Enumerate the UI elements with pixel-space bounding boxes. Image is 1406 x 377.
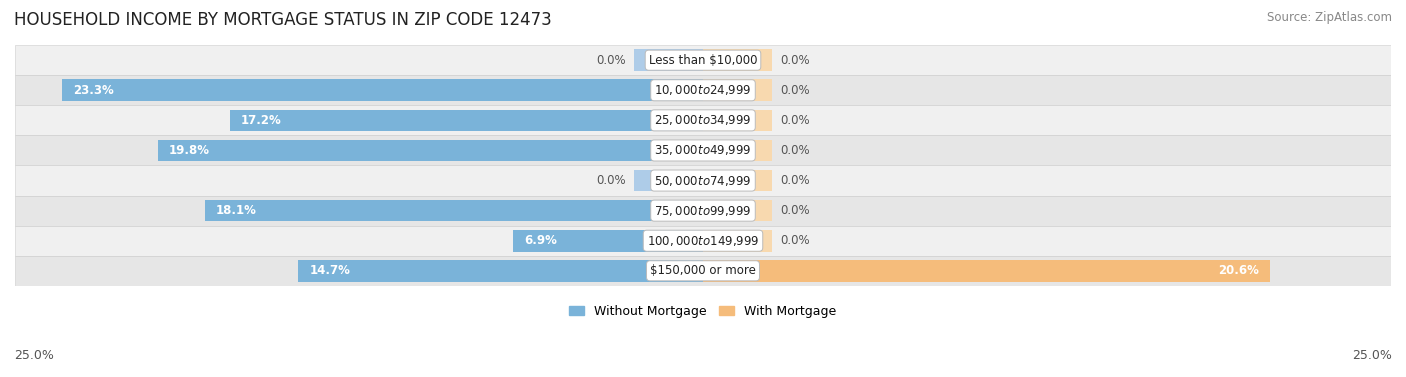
Bar xyxy=(703,260,1270,282)
Bar xyxy=(15,135,1391,166)
Bar xyxy=(634,49,703,71)
Text: $35,000 to $49,999: $35,000 to $49,999 xyxy=(654,144,752,158)
Text: 25.0%: 25.0% xyxy=(14,349,53,362)
Text: 25.0%: 25.0% xyxy=(1353,349,1392,362)
Bar xyxy=(703,49,772,71)
Bar xyxy=(703,170,772,192)
Text: 0.0%: 0.0% xyxy=(780,54,810,67)
Text: $10,000 to $24,999: $10,000 to $24,999 xyxy=(654,83,752,97)
Bar xyxy=(15,196,1391,226)
Text: 0.0%: 0.0% xyxy=(596,174,626,187)
Bar xyxy=(703,139,772,161)
Bar xyxy=(15,166,1391,196)
Text: 18.1%: 18.1% xyxy=(217,204,257,217)
Bar xyxy=(703,80,772,101)
Text: Source: ZipAtlas.com: Source: ZipAtlas.com xyxy=(1267,11,1392,24)
Bar xyxy=(15,226,1391,256)
Text: 6.9%: 6.9% xyxy=(524,234,557,247)
Text: $75,000 to $99,999: $75,000 to $99,999 xyxy=(654,204,752,218)
Text: $150,000 or more: $150,000 or more xyxy=(650,264,756,277)
Text: $50,000 to $74,999: $50,000 to $74,999 xyxy=(654,173,752,187)
Bar xyxy=(298,260,703,282)
Text: 23.3%: 23.3% xyxy=(73,84,114,97)
Text: 0.0%: 0.0% xyxy=(596,54,626,67)
Bar xyxy=(634,170,703,192)
Text: $25,000 to $34,999: $25,000 to $34,999 xyxy=(654,113,752,127)
Text: HOUSEHOLD INCOME BY MORTGAGE STATUS IN ZIP CODE 12473: HOUSEHOLD INCOME BY MORTGAGE STATUS IN Z… xyxy=(14,11,551,29)
Bar xyxy=(703,200,772,221)
Bar xyxy=(703,110,772,131)
Bar xyxy=(15,105,1391,135)
Bar xyxy=(229,110,703,131)
Text: 0.0%: 0.0% xyxy=(780,174,810,187)
Text: $100,000 to $149,999: $100,000 to $149,999 xyxy=(647,234,759,248)
Text: 19.8%: 19.8% xyxy=(169,144,209,157)
Text: 20.6%: 20.6% xyxy=(1218,264,1258,277)
Bar xyxy=(513,230,703,251)
Legend: Without Mortgage, With Mortgage: Without Mortgage, With Mortgage xyxy=(564,300,842,323)
Text: 0.0%: 0.0% xyxy=(780,114,810,127)
Bar xyxy=(157,139,703,161)
Bar xyxy=(15,75,1391,105)
Text: 0.0%: 0.0% xyxy=(780,204,810,217)
Text: 0.0%: 0.0% xyxy=(780,234,810,247)
Text: Less than $10,000: Less than $10,000 xyxy=(648,54,758,67)
Text: 0.0%: 0.0% xyxy=(780,84,810,97)
Bar xyxy=(15,45,1391,75)
Text: 14.7%: 14.7% xyxy=(309,264,350,277)
Bar xyxy=(15,256,1391,286)
Text: 0.0%: 0.0% xyxy=(780,144,810,157)
Bar xyxy=(205,200,703,221)
Text: 17.2%: 17.2% xyxy=(240,114,281,127)
Bar xyxy=(703,230,772,251)
Bar xyxy=(62,80,703,101)
